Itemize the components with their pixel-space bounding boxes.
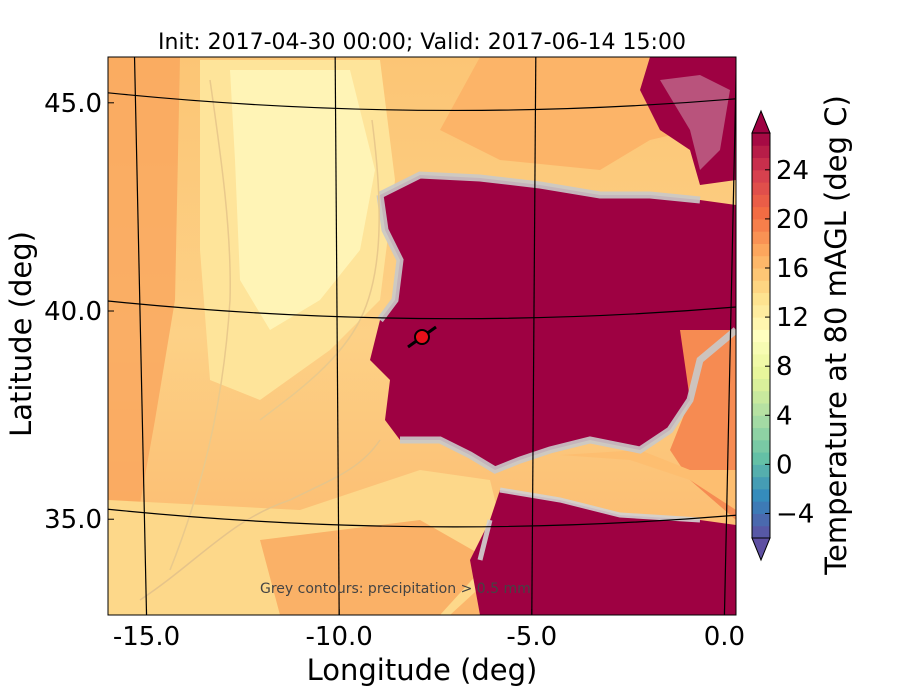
colorbar-tick-label: 16: [776, 254, 809, 284]
colorbar-band: [752, 292, 770, 306]
colorbar-band: [752, 157, 770, 171]
colorbar-extend-max: [751, 109, 771, 134]
precip-annotation: Grey contours: precipitation > 0.5 mm: [260, 581, 531, 597]
colorbar-label: Temperature at 80 mAGL (deg C): [819, 95, 853, 576]
parallel-line: [108, 300, 736, 320]
parallel-line: [108, 92, 736, 112]
colorbar-frame: [751, 132, 771, 539]
x-tick-label: -15.0: [113, 622, 180, 652]
colorbar-tick-label: 12: [776, 303, 809, 333]
colorbar-band: [752, 403, 770, 416]
colorbar-band: [752, 231, 770, 244]
ocean-contour-c: [259, 119, 380, 421]
x-tick-label: -5.0: [506, 622, 557, 652]
meridian-line: [723, 57, 736, 615]
coastal-precip-contour: [376, 171, 736, 474]
colorbar-band: [752, 255, 770, 269]
colorbar-band: [752, 218, 770, 232]
colorbar-band: [752, 464, 770, 478]
colorbar-band: [752, 427, 770, 441]
colorbar-band: [752, 525, 770, 539]
parallel-line: [108, 508, 736, 528]
y-axis-ticks: 45.0 40.0 35.0: [44, 89, 114, 535]
colorbar-tick-label: 24: [776, 156, 809, 186]
meridian-line: [334, 57, 340, 615]
x-axis-label: Longitude (deg): [307, 653, 538, 687]
x-tick-label: -10.0: [306, 622, 373, 652]
pyrenees-precip: [660, 75, 730, 170]
colorbar-band: [752, 182, 770, 195]
chart-title: Init: 2017-04-30 00:00; Valid: 2017-06-1…: [158, 30, 686, 55]
colorbar-band: [752, 452, 770, 465]
colorbar-tick-label: −4: [776, 499, 814, 529]
colorbar-band: [752, 329, 770, 343]
colorbar-band: [752, 488, 770, 502]
colorbar-band: [752, 353, 770, 367]
colorbar-tick-label: 8: [776, 352, 793, 382]
colorbar-tick-label: 20: [776, 205, 809, 235]
meridian-line: [531, 57, 537, 615]
colorbar-band: [752, 145, 770, 159]
alboran-field: [480, 450, 736, 510]
africa-land: [470, 490, 736, 615]
colorbar-band: [752, 304, 770, 318]
colorbar-band: [752, 341, 770, 355]
colorbar-band: [752, 378, 770, 392]
colorbar-band: [752, 194, 770, 208]
ocean-contour-a: [139, 439, 381, 601]
colorbar-tick-label: 4: [776, 401, 793, 431]
ocean-contour-b: [169, 79, 231, 571]
colorbar-band: [752, 206, 770, 220]
colorbar-band: [752, 133, 770, 146]
y-tick-label: 40.0: [44, 297, 102, 327]
colorbar-band: [752, 501, 770, 514]
colorbar-band: [752, 390, 770, 404]
colorbar-band: [752, 366, 770, 379]
temperature-field: [108, 57, 736, 615]
colorbar-band: [752, 317, 770, 330]
ocean-coolest-tongue: [230, 70, 375, 330]
colorbar: 24 20 16 12 8 4 0 −4: [751, 109, 814, 562]
graticule: [108, 57, 736, 615]
colorbar-band: [752, 415, 770, 429]
france-land: [640, 57, 736, 185]
colorbar-extend-min: [751, 537, 771, 562]
ocean-warm-west: [108, 57, 180, 600]
colorbar-band: [752, 280, 770, 294]
location-marker: [407, 325, 437, 349]
colorbar-tick-label: 0: [776, 450, 793, 480]
colorbar-band: [752, 268, 770, 281]
y-tick-label: 35.0: [44, 505, 102, 535]
iberia-land: [370, 175, 736, 470]
colorbar-band: [752, 476, 770, 490]
marker-dot: [414, 329, 430, 345]
ocean-south-warm: [260, 520, 490, 615]
colorbar-band: [752, 169, 770, 183]
meridian-line: [133, 57, 148, 615]
colorbar-band: [752, 439, 770, 453]
x-tick-label: 0.0: [704, 622, 745, 652]
colorbar-band: [752, 513, 770, 527]
y-tick-label: 45.0: [44, 89, 102, 119]
colorbar-band: [752, 243, 770, 257]
map-frame: [107, 56, 737, 616]
y-axis-label: Latitude (deg): [4, 231, 38, 437]
x-axis-ticks: -15.0 -10.0 -5.0 0.0: [113, 609, 745, 652]
